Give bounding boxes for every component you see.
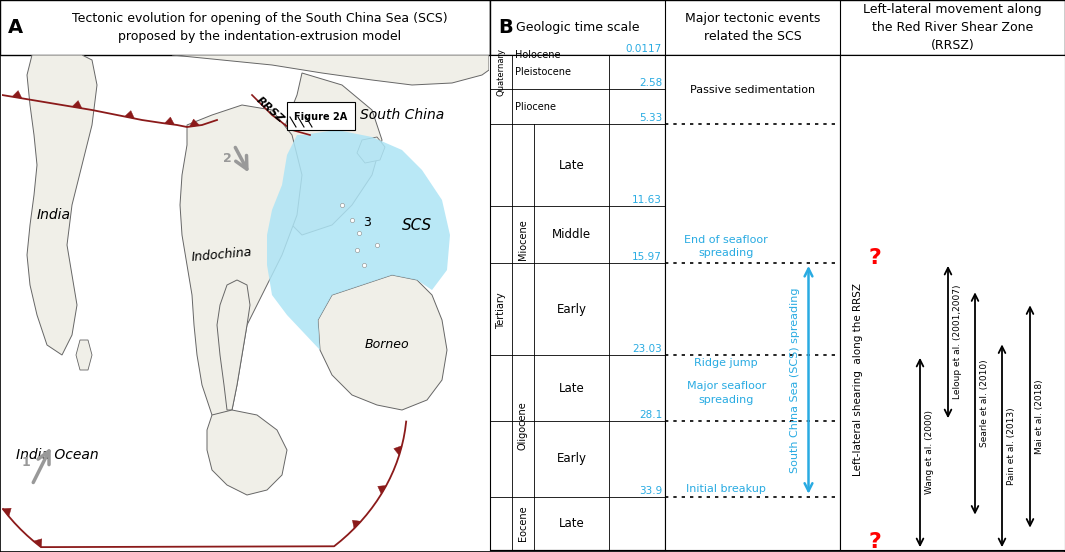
- Bar: [0, 0, 490, 55]
- Text: Tertiary: Tertiary: [496, 292, 506, 329]
- Text: 1: 1: [21, 457, 30, 470]
- Polygon shape: [173, 55, 489, 85]
- Polygon shape: [165, 117, 175, 125]
- Polygon shape: [27, 55, 97, 355]
- Bar: [490, 55, 665, 550]
- Polygon shape: [190, 119, 199, 126]
- Text: India: India: [37, 208, 71, 222]
- Text: Ridge jump: Ridge jump: [694, 358, 758, 368]
- Text: Late: Late: [559, 159, 585, 172]
- Text: Late: Late: [559, 517, 585, 530]
- Text: Major seafloor
spreading: Major seafloor spreading: [687, 381, 766, 405]
- Text: B: B: [498, 18, 512, 37]
- Text: India Ocean: India Ocean: [16, 448, 98, 462]
- Text: 0.0117: 0.0117: [626, 44, 662, 54]
- Polygon shape: [33, 539, 42, 548]
- Polygon shape: [378, 485, 387, 494]
- Polygon shape: [318, 275, 447, 410]
- Text: 3: 3: [363, 216, 371, 230]
- Text: Pleistocene: Pleistocene: [515, 67, 571, 77]
- Text: Indochina: Indochina: [191, 246, 252, 264]
- Text: Figure 2A: Figure 2A: [294, 112, 347, 122]
- Text: Eocene: Eocene: [518, 506, 528, 541]
- Text: Major tectonic events
related the SCS: Major tectonic events related the SCS: [685, 12, 820, 43]
- Polygon shape: [394, 445, 402, 455]
- Bar: [286, 102, 355, 130]
- Bar: [490, 0, 1065, 55]
- Text: 11.63: 11.63: [633, 195, 662, 205]
- Text: 2.58: 2.58: [639, 78, 662, 88]
- Text: Geologic time scale: Geologic time scale: [515, 21, 639, 34]
- Polygon shape: [217, 280, 250, 410]
- Text: Borneo: Borneo: [364, 338, 409, 352]
- Text: Passive sedimentation: Passive sedimentation: [690, 84, 815, 95]
- Bar: [665, 55, 840, 550]
- Polygon shape: [357, 137, 386, 163]
- Text: RRSZ: RRSZ: [255, 95, 285, 125]
- Text: ?: ?: [869, 532, 882, 552]
- Text: Searle et al. (2010): Searle et al. (2010): [980, 360, 989, 447]
- Text: Pain et al. (2013): Pain et al. (2013): [1007, 407, 1016, 485]
- Text: Early: Early: [557, 302, 587, 316]
- Polygon shape: [76, 340, 92, 370]
- Polygon shape: [353, 520, 361, 529]
- Text: 5.33: 5.33: [639, 113, 662, 124]
- Text: Quaternary: Quaternary: [496, 48, 506, 96]
- Polygon shape: [207, 410, 286, 495]
- Text: Initial breakup: Initial breakup: [686, 484, 766, 493]
- Polygon shape: [272, 73, 382, 235]
- Text: Early: Early: [557, 452, 587, 465]
- Text: Middle: Middle: [552, 229, 591, 241]
- Text: Leloup et al. (2001,2007): Leloup et al. (2001,2007): [953, 285, 962, 399]
- Text: Late: Late: [559, 381, 585, 395]
- Text: South China Sea (SCS) spreading: South China Sea (SCS) spreading: [790, 287, 801, 473]
- Text: 33.9: 33.9: [639, 486, 662, 496]
- Polygon shape: [12, 91, 22, 98]
- Text: End of seafloor
spreading: End of seafloor spreading: [685, 235, 768, 258]
- Polygon shape: [72, 100, 82, 108]
- Text: Left-lateral shearing  along the RRSZ: Left-lateral shearing along the RRSZ: [853, 283, 863, 476]
- Text: Holocene: Holocene: [515, 50, 560, 60]
- Text: SCS: SCS: [402, 217, 432, 232]
- Text: Tectonic evolution for opening of the South China Sea (SCS)
proposed by the inde: Tectonic evolution for opening of the So…: [72, 12, 447, 43]
- Text: Mai et al. (2018): Mai et al. (2018): [1035, 379, 1044, 454]
- Text: 28.1: 28.1: [639, 410, 662, 420]
- Text: 2: 2: [224, 151, 232, 164]
- Text: South China: South China: [360, 108, 444, 122]
- Text: A: A: [9, 18, 23, 37]
- Text: 15.97: 15.97: [633, 252, 662, 262]
- Polygon shape: [125, 110, 134, 119]
- Polygon shape: [267, 130, 450, 350]
- Text: Wang et al. (2000): Wang et al. (2000): [925, 411, 934, 495]
- Bar: [840, 55, 1065, 550]
- Text: Miocene: Miocene: [518, 219, 528, 260]
- Polygon shape: [180, 105, 302, 425]
- Text: Left-lateral movement along
the Red River Shear Zone
(RRSZ): Left-lateral movement along the Red Rive…: [864, 3, 1042, 52]
- Polygon shape: [2, 508, 12, 517]
- Text: Pliocene: Pliocene: [515, 102, 556, 112]
- Text: Oligocene: Oligocene: [518, 401, 528, 450]
- Text: ?: ?: [869, 248, 882, 268]
- Text: 23.03: 23.03: [633, 344, 662, 354]
